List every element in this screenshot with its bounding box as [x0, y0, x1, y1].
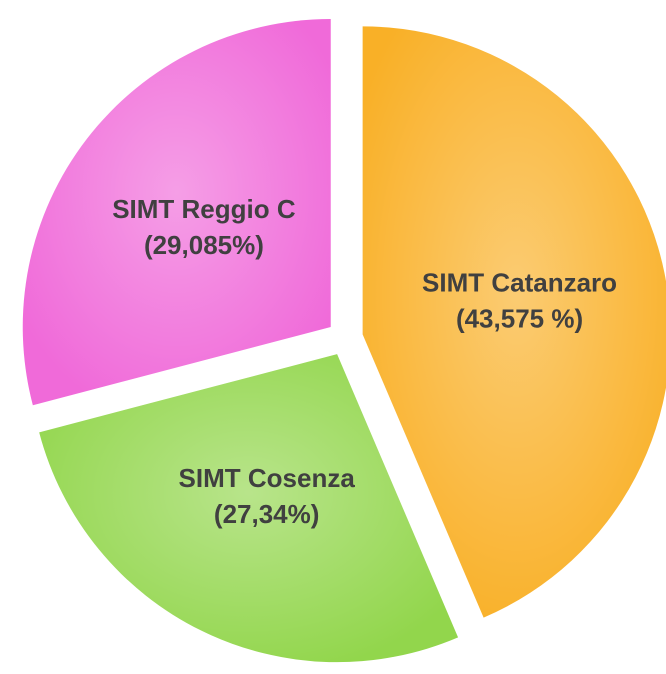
- value-label: (29,085%): [144, 230, 264, 260]
- slice-shine: [362, 26, 666, 618]
- category-label: SIMT Reggio C: [112, 194, 296, 224]
- category-label: SIMT Cosenza: [179, 463, 356, 493]
- slice-shine: [39, 354, 459, 663]
- slice-label: SIMT Reggio C (29,085%): [112, 194, 296, 260]
- value-label: (27,34%): [214, 499, 320, 529]
- value-label: (43,575 %): [456, 303, 583, 333]
- category-label: SIMT Catanzaro: [422, 267, 617, 297]
- slice-label: SIMT Catanzaro (43,575 %): [422, 267, 617, 333]
- slice-label: SIMT Cosenza (27,34%): [179, 463, 356, 529]
- slice-shine: [22, 19, 331, 406]
